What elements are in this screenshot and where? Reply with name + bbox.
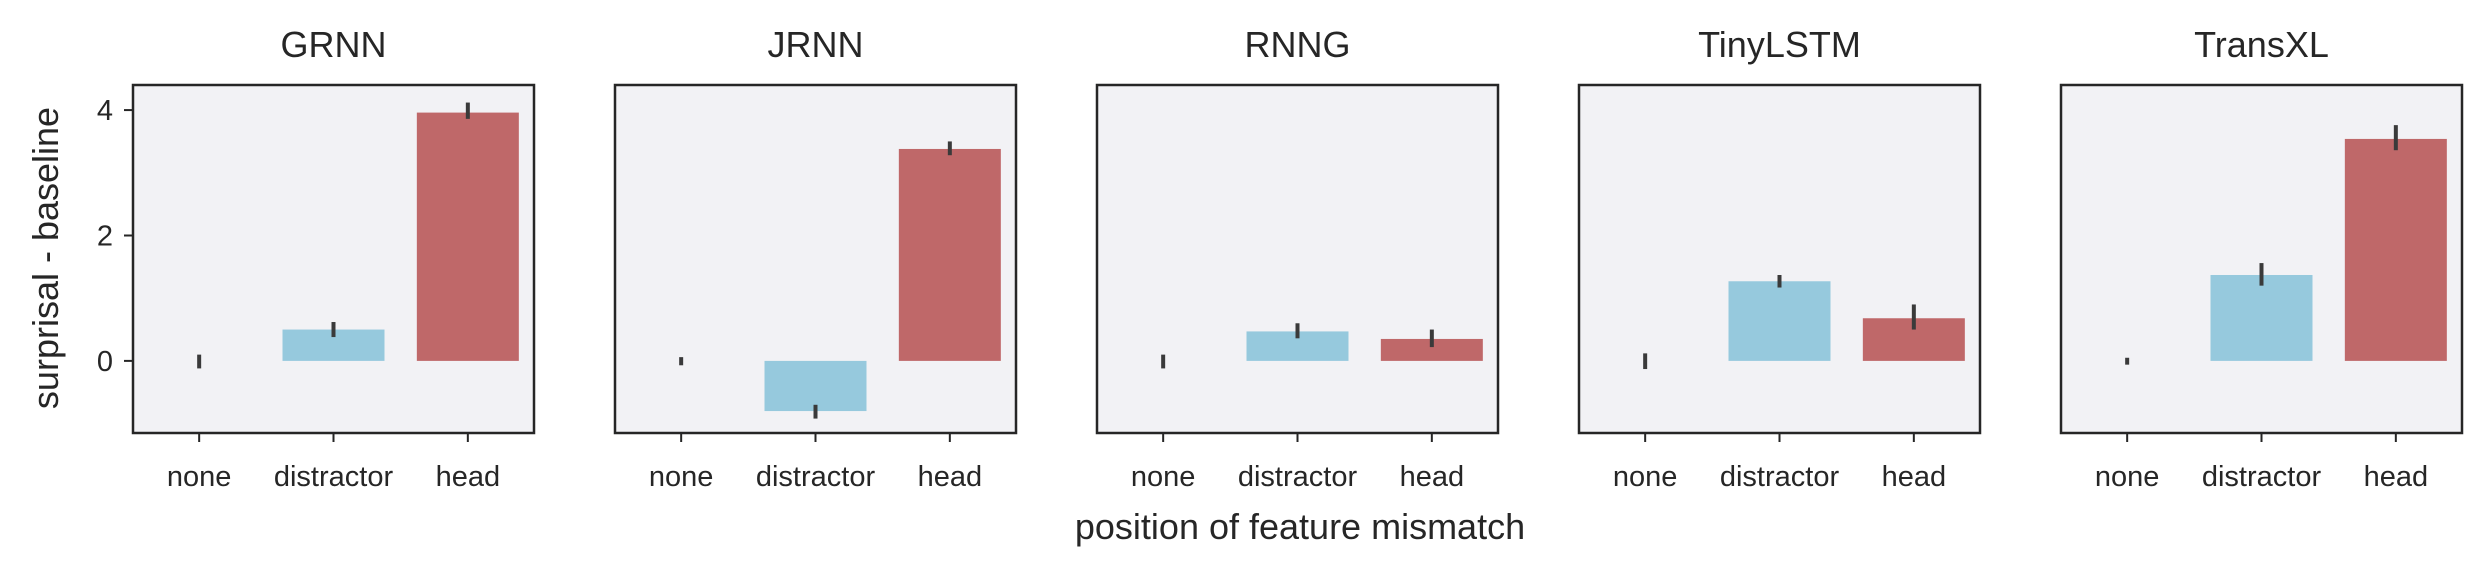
x-tick-label: distractor	[1238, 461, 1358, 493]
panel-tinylstm: TinyLSTM none distractor head	[1577, 24, 1982, 493]
panel-title: JRNN	[768, 24, 864, 65]
x-axis-label: position of feature mismatch	[1075, 506, 1525, 547]
panel-jrnn: JRNN none distractor head	[613, 24, 1018, 493]
x-tick-label: none	[1613, 461, 1678, 493]
bar-head	[2344, 138, 2447, 361]
x-tick-label: head	[2364, 461, 2429, 493]
bar-distractor	[764, 360, 867, 412]
x-tick-label: distractor	[1720, 461, 1840, 493]
panel-grnn: GRNN none distractor head 0 2 4	[97, 24, 536, 493]
bar-head	[1380, 338, 1483, 361]
bar-head	[898, 148, 1001, 361]
plot-area	[1579, 85, 1980, 433]
x-tick-label: none	[1131, 461, 1196, 493]
x-tick-label: distractor	[756, 461, 876, 493]
panel-rnng: RNNG none distractor head	[1095, 24, 1500, 493]
y-tick-label: 4	[97, 95, 113, 127]
x-tick-label: distractor	[274, 461, 394, 493]
bar-head	[416, 112, 519, 361]
x-tick-label: head	[436, 461, 501, 493]
x-tick-label: none	[167, 461, 232, 493]
y-tick-label: 2	[97, 220, 113, 252]
panels: GRNN none distractor head 0 2 4 JRNN none distrac…	[97, 24, 2464, 493]
y-axis-label: surprisal - baseline	[25, 107, 66, 409]
panel-title: TransXL	[2194, 24, 2329, 65]
x-tick-label: none	[649, 461, 714, 493]
x-tick-label: distractor	[2202, 461, 2322, 493]
x-tick-label: none	[2095, 461, 2160, 493]
panel-title: RNNG	[1245, 24, 1351, 65]
y-tick-label: 0	[97, 346, 113, 378]
bar-distractor	[2210, 274, 2313, 361]
panel-transxl: TransXL none distractor head	[2059, 24, 2464, 493]
panel-title: TinyLSTM	[1698, 24, 1861, 65]
x-tick-label: head	[1882, 461, 1947, 493]
x-tick-label: head	[918, 461, 983, 493]
panel-title: GRNN	[281, 24, 387, 65]
bar-distractor	[1728, 281, 1831, 361]
x-tick-label: head	[1400, 461, 1465, 493]
plot-area	[1097, 85, 1498, 433]
